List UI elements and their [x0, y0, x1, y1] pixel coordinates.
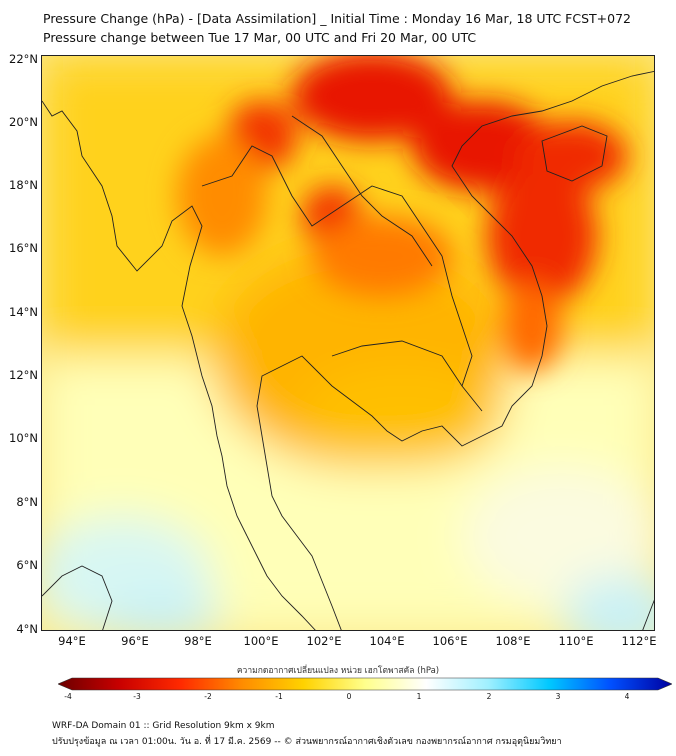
lon-tick: 110°E	[558, 634, 594, 648]
coastlines	[42, 70, 654, 630]
lat-tick: 14°N	[9, 305, 38, 319]
colorbar-tick: 3	[555, 692, 561, 701]
lat-tick: 12°N	[9, 368, 38, 382]
lon-tick: 96°E	[121, 634, 149, 648]
lat-tick: 20°N	[9, 115, 38, 129]
lon-tick: 102°E	[306, 634, 342, 648]
colorbar-tick: 0	[346, 692, 352, 701]
colorbar-label: ความกดอากาศเปลี่ยนแปลง หน่วย เฮกโตพาสคัล…	[236, 666, 440, 676]
colorbar-tick: 4	[624, 692, 630, 701]
footer-credit: ปรับปรุงข้อมูล ณ เวลา 01:00น. วัน อ. ที่…	[52, 737, 562, 747]
colorbar-tick: -2	[204, 692, 212, 701]
colorbar-tick: -4	[64, 692, 72, 701]
colorbar-tick: -3	[133, 692, 141, 701]
lat-tick: 16°N	[9, 241, 38, 255]
lon-tick: 106°E	[432, 634, 468, 648]
thai-border	[201, 145, 473, 387]
lon-tick: 100°E	[243, 634, 279, 648]
colorbar-bar	[58, 677, 672, 691]
lon-tick: 104°E	[369, 634, 405, 648]
lat-tick: 6°N	[16, 558, 38, 572]
map-subtitle: Pressure change between Tue 17 Mar, 00 U…	[43, 30, 477, 45]
lat-tick: 18°N	[9, 178, 38, 192]
malay-peninsula	[246, 535, 316, 630]
laos-border	[291, 115, 433, 267]
lat-tick: 8°N	[16, 495, 38, 509]
colorbar-tick: 2	[486, 692, 492, 701]
lon-tick: 108°E	[495, 634, 531, 648]
colorbar-tick: -1	[275, 692, 283, 701]
vietnam-coast	[451, 70, 654, 327]
lon-tick: 98°E	[184, 634, 212, 648]
lat-tick: 22°N	[9, 52, 38, 66]
thai-gulf-coast	[256, 325, 548, 630]
lon-tick: 112°E	[621, 634, 657, 648]
footer-model-info: WRF-DA Domain 01 :: Grid Resolution 9km …	[52, 721, 275, 731]
map-title: Pressure Change (hPa) - [Data Assimilati…	[43, 11, 631, 26]
sumatra-coast	[42, 565, 113, 630]
lat-tick: 10°N	[9, 431, 38, 445]
pressure-change-map	[41, 55, 655, 631]
cambodia-border	[331, 340, 483, 412]
lat-tick: 4°N	[16, 622, 38, 636]
hainan-island	[541, 125, 608, 182]
colorbar	[58, 677, 672, 691]
borneo-coast	[642, 599, 654, 630]
colorbar-tick: 1	[416, 692, 422, 701]
lon-tick: 94°E	[58, 634, 86, 648]
myanmar-coast	[42, 100, 248, 537]
